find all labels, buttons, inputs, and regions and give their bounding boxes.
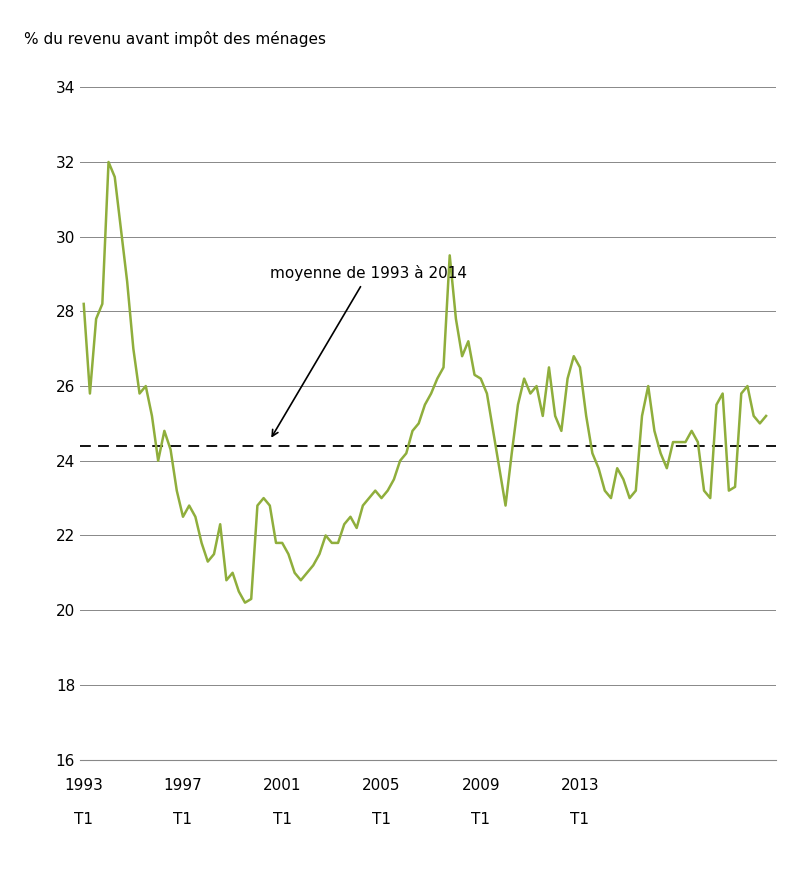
Text: 1997: 1997 bbox=[163, 778, 202, 794]
Text: 2009: 2009 bbox=[462, 778, 500, 794]
Text: T1: T1 bbox=[74, 812, 94, 827]
Text: 2001: 2001 bbox=[263, 778, 302, 794]
Text: moyenne de 1993 à 2014: moyenne de 1993 à 2014 bbox=[270, 265, 467, 436]
Text: % du revenu avant impôt des ménages: % du revenu avant impôt des ménages bbox=[24, 31, 326, 47]
Text: T1: T1 bbox=[372, 812, 391, 827]
Text: T1: T1 bbox=[174, 812, 193, 827]
Text: T1: T1 bbox=[570, 812, 590, 827]
Text: T1: T1 bbox=[273, 812, 292, 827]
Text: 2013: 2013 bbox=[561, 778, 599, 794]
Text: T1: T1 bbox=[471, 812, 490, 827]
Text: 2005: 2005 bbox=[362, 778, 401, 794]
Text: 1993: 1993 bbox=[64, 778, 103, 794]
